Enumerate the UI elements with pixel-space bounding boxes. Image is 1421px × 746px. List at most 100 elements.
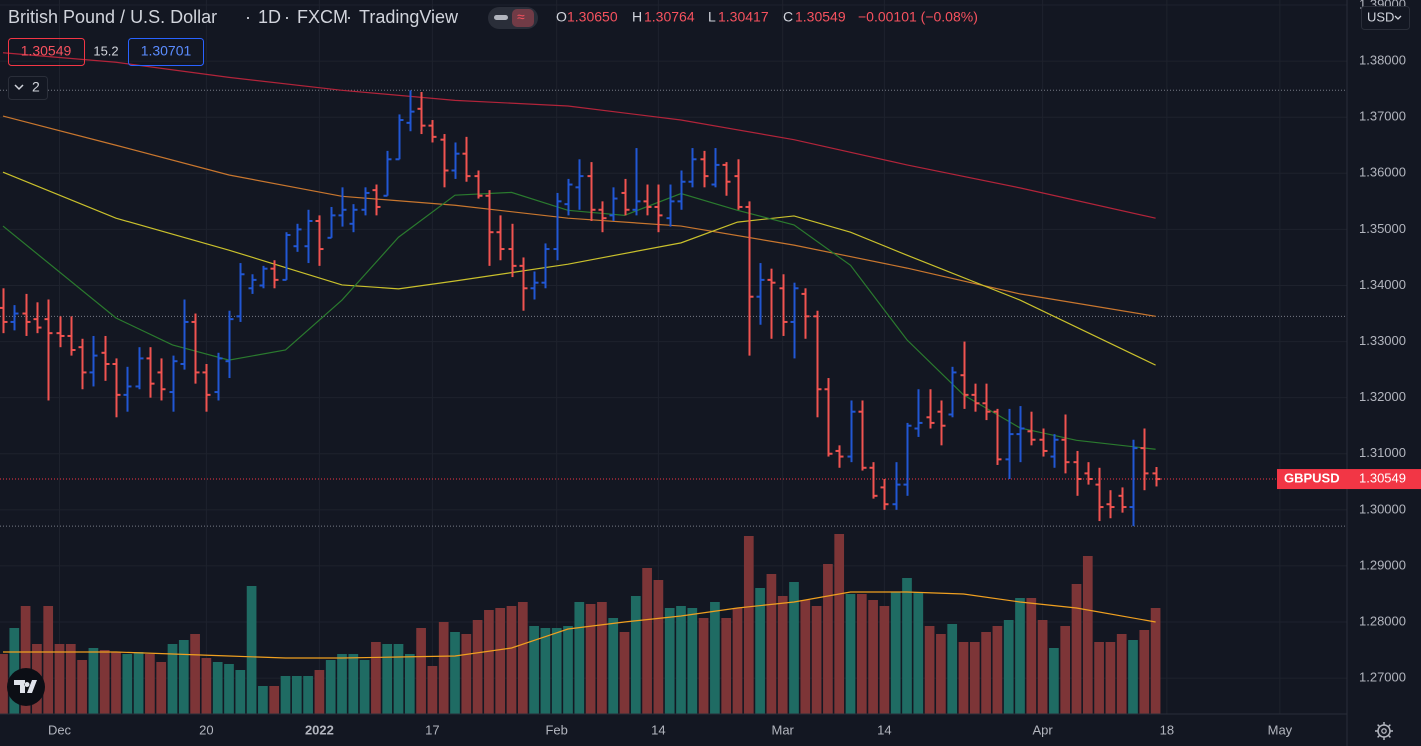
x-tick-label: Apr (1032, 722, 1053, 737)
header: British Pound / U.S. Dollar · 1D · FXCM … (8, 6, 1410, 100)
volume-bar (743, 536, 754, 714)
volume-bar (291, 676, 302, 714)
chevron (14, 84, 24, 91)
toggle-pill[interactable] (488, 7, 538, 29)
volume-bar (20, 606, 31, 714)
volume-bar (303, 676, 313, 714)
volume-bar (608, 618, 619, 714)
volume-bar (856, 594, 867, 714)
moving-averages (2, 52, 1156, 450)
ask-box[interactable] (128, 38, 204, 66)
y-tick-label: 1.28000 (1359, 613, 1406, 628)
volume-bar (88, 648, 99, 714)
volume-bar (1128, 640, 1138, 714)
volume-bar (710, 602, 720, 714)
price-axis: 1.27000 1.28000 1.29000 1.30000 1.31000 1.320… (1277, 0, 1421, 685)
volume-bar (122, 654, 133, 714)
x-tick-label: 18 (1160, 722, 1174, 737)
volume-bar (416, 628, 426, 714)
separator: · (245, 7, 251, 27)
ohlc-label: C (783, 9, 793, 25)
volume-bar (178, 640, 189, 714)
volume-bar (890, 592, 901, 714)
volume-bar (382, 644, 393, 714)
toggle-icon: ≈ (517, 9, 525, 25)
volume-bar (359, 660, 370, 714)
volume-bar (269, 686, 280, 714)
moving-average (2, 171, 1156, 366)
x-tick-label: 2022 (305, 722, 334, 737)
indicators-count: 2 (32, 79, 40, 95)
volume-bar (280, 676, 291, 714)
x-tick-label: May (1268, 722, 1293, 737)
volume-bar (969, 642, 980, 714)
y-tick-label: 1.37000 (1359, 109, 1406, 124)
y-tick-label: 1.34000 (1359, 277, 1406, 292)
volume-bar (1015, 598, 1025, 714)
volume-bar (371, 642, 381, 714)
x-tick-label: 20 (199, 722, 213, 737)
volume-pane (0, 534, 1161, 714)
ohlc-label: O (556, 9, 567, 25)
volume-bar (484, 610, 494, 714)
volume-bar (348, 654, 359, 714)
ohlc-value: 1.30417 (718, 9, 769, 25)
volume-bar (450, 632, 460, 714)
ask: 1.30701 (141, 43, 192, 59)
volume-bar (1060, 626, 1071, 714)
currency-button[interactable] (1361, 6, 1410, 30)
volume-bar (495, 608, 506, 714)
settings[interactable] (1375, 722, 1393, 740)
volume-bar (404, 654, 415, 714)
volume-bar (54, 644, 65, 714)
indicators-toggle[interactable] (8, 76, 48, 100)
symbol-title[interactable]: British Pound / U.S. Dollar (8, 7, 217, 27)
spread: 15.2 (93, 43, 118, 58)
volume-bar (529, 626, 539, 714)
volume-bar (156, 662, 167, 714)
logo-circle (7, 668, 45, 706)
volume-bar (777, 596, 788, 714)
change: −0.00101 (−0.08%) (858, 9, 978, 25)
x-tick-label: 17 (425, 722, 439, 737)
separator: · (346, 7, 352, 27)
volume-bar (789, 582, 799, 714)
volume-bar (65, 644, 76, 714)
volume-bar (698, 618, 709, 714)
volume-bar (981, 632, 991, 714)
volume-bar (77, 660, 87, 714)
volume-bar (506, 606, 517, 714)
y-tick-label: 1.27000 (1359, 670, 1406, 685)
ohlc-value: 1.30549 (795, 9, 846, 25)
x-tick-label: 14 (651, 722, 665, 737)
volume-bar (597, 602, 607, 714)
volume-bar (201, 658, 212, 714)
ohlc-label: L (708, 9, 716, 25)
last-price-label: 1.30549 (1359, 470, 1406, 485)
volume-bar (1049, 648, 1059, 714)
gear-teeth (1375, 722, 1393, 740)
bid-box[interactable] (8, 38, 85, 66)
volume-bar (1003, 620, 1014, 714)
ohlc-bars (0, 90, 1161, 527)
y-tick-label: 1.29000 (1359, 557, 1406, 572)
volume-bar (1026, 598, 1037, 714)
logo-mark (14, 680, 37, 693)
toggle-icon (512, 9, 534, 27)
interval[interactable]: 1D (258, 7, 281, 27)
volume-bar (1094, 642, 1104, 714)
volume-bar (0, 654, 8, 714)
volume-bar (823, 564, 833, 714)
volume-bar (619, 632, 630, 714)
logo[interactable] (7, 668, 45, 706)
volume-bar (314, 670, 325, 714)
volume-bar (133, 652, 144, 714)
exchange: FXCM (297, 7, 348, 27)
source: TradingView (359, 7, 459, 27)
volume-bar (99, 650, 110, 714)
volume-bar (811, 606, 822, 714)
volume-bar (1037, 620, 1048, 714)
last-price-tag (1277, 469, 1421, 490)
volume-bar (9, 628, 20, 714)
